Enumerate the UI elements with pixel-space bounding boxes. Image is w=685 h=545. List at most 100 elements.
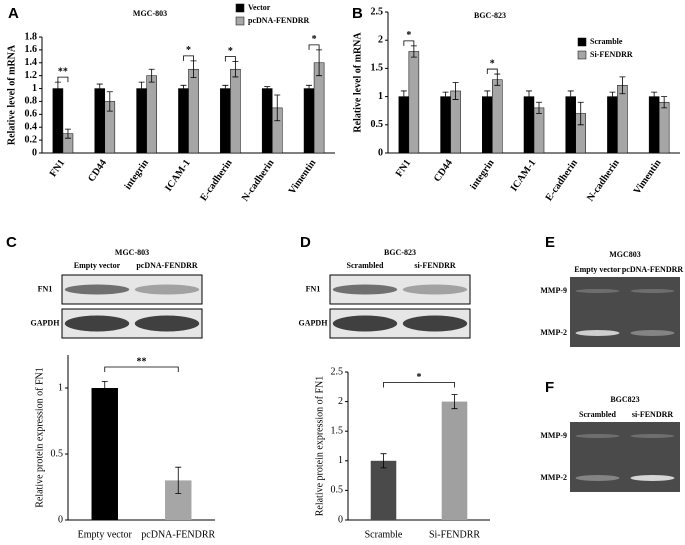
band-label: MMP-2 (540, 328, 567, 337)
significance-label: ** (137, 356, 147, 367)
x-tick-label: ICAM-1 (163, 158, 193, 194)
legend-swatch (235, 16, 245, 26)
gel-band (630, 289, 675, 293)
y-tick-label: 1.2 (25, 70, 38, 81)
y-tick-label: 0 (32, 147, 37, 158)
x-tick-label: CD44 (86, 158, 109, 184)
band-label: MMP-9 (540, 431, 567, 440)
panel-letter: B (352, 5, 363, 22)
gel-band (630, 330, 675, 336)
x-tick-label: FN1 (48, 158, 68, 179)
lane-label: Scrambled (347, 261, 384, 270)
bar (230, 68, 241, 154)
error-bar (661, 96, 668, 109)
x-tick-label: Si-FENDRR (429, 529, 480, 540)
panel-letter: F (545, 379, 554, 396)
error-bar (577, 101, 584, 126)
x-tick-label: Scramble (365, 529, 403, 540)
x-tick-label: N-cadherin (240, 157, 277, 203)
y-axis-label: Relative protein expression of FN1 (314, 376, 325, 517)
error-bar (96, 83, 103, 94)
panel-letter: A (8, 5, 19, 22)
y-tick-label: 1.5 (331, 425, 344, 436)
error-bar (138, 81, 145, 96)
significance-label: ** (58, 66, 68, 77)
y-tick-label: 0 (338, 514, 343, 525)
chart-title: MGC-803 (133, 9, 167, 18)
y-tick-label: 1.6 (25, 44, 38, 55)
y-tick-label: 2.5 (371, 6, 384, 17)
y-tick-label: 0.5 (51, 448, 64, 459)
y-tick-label: 2 (378, 34, 383, 45)
y-tick-label: 1 (32, 83, 37, 94)
bar (492, 79, 503, 154)
band-label: GAPDH (31, 318, 61, 327)
error-bar (567, 90, 574, 103)
legend-label: pcDNA-FENDRR (248, 16, 310, 25)
error-bar (274, 94, 281, 122)
panel-letter: E (545, 234, 555, 251)
bar (313, 62, 325, 154)
error-bar (619, 76, 626, 95)
gel-band (575, 475, 620, 481)
x-tick-label: FN1 (394, 158, 414, 179)
panel-letter: C (6, 234, 17, 251)
gel-band (575, 330, 620, 336)
error-bar (180, 84, 187, 93)
significance-bracket (224, 56, 236, 62)
x-tick-label: E-cadherin (198, 157, 235, 203)
y-tick-label: 1 (58, 382, 63, 393)
significance-label: * (406, 30, 411, 41)
x-tick-label: Empty vector (78, 529, 133, 540)
bar (607, 96, 618, 154)
y-tick-label: 0.8 (25, 96, 38, 107)
x-tick-label: CD44 (432, 158, 455, 184)
error-bar (106, 91, 113, 112)
blot-band (64, 315, 130, 332)
band-label: MMP-9 (540, 286, 567, 295)
significance-label: * (312, 34, 317, 45)
lane-label: Empty vector (74, 261, 121, 270)
blot-title: MGC-803 (115, 248, 149, 257)
legend-swatch (235, 3, 245, 13)
gel-title: MGC803 (609, 250, 641, 259)
y-tick-label: 2 (338, 396, 343, 407)
lane-label: pcDNA-FENDRR (622, 265, 684, 274)
x-tick-label: E-cadherin (544, 157, 581, 203)
gel-image (570, 422, 680, 492)
bar (658, 101, 670, 154)
y-tick-label: 1.5 (371, 63, 384, 74)
blot-band (134, 284, 200, 295)
legend-swatch (577, 50, 587, 60)
y-axis-label: Relative level of mRNA (352, 32, 363, 133)
bar (91, 388, 118, 520)
significance-bracket (57, 76, 69, 83)
error-bar (222, 84, 229, 93)
y-tick-label: 0.4 (25, 122, 38, 133)
chart-title: BGC-823 (474, 11, 506, 20)
blot-band (332, 284, 398, 295)
panel-letter: D (300, 234, 311, 251)
band-label: GAPDH (299, 318, 329, 327)
bar (565, 96, 576, 154)
y-tick-label: 0.5 (331, 485, 344, 496)
legend-label: Si-FENDRR (590, 50, 633, 59)
error-bar (316, 49, 323, 77)
significance-bracket (383, 382, 455, 388)
significance-bracket (308, 44, 320, 50)
y-tick-label: 1 (338, 455, 343, 466)
significance-label: * (186, 45, 191, 56)
bar (408, 51, 420, 154)
blot-band (332, 315, 398, 332)
x-tick-label: Vimentin (287, 157, 319, 196)
bar (398, 96, 410, 154)
bar (440, 96, 451, 154)
legend-label: Vector (248, 3, 271, 12)
significance-label: * (490, 58, 495, 69)
blot-band (402, 284, 468, 295)
lane-label: Scrambled (579, 410, 616, 419)
lane-label: si-FENDRR (632, 410, 674, 419)
error-bar (64, 128, 71, 139)
x-tick-label: N-cadherin (585, 157, 622, 203)
